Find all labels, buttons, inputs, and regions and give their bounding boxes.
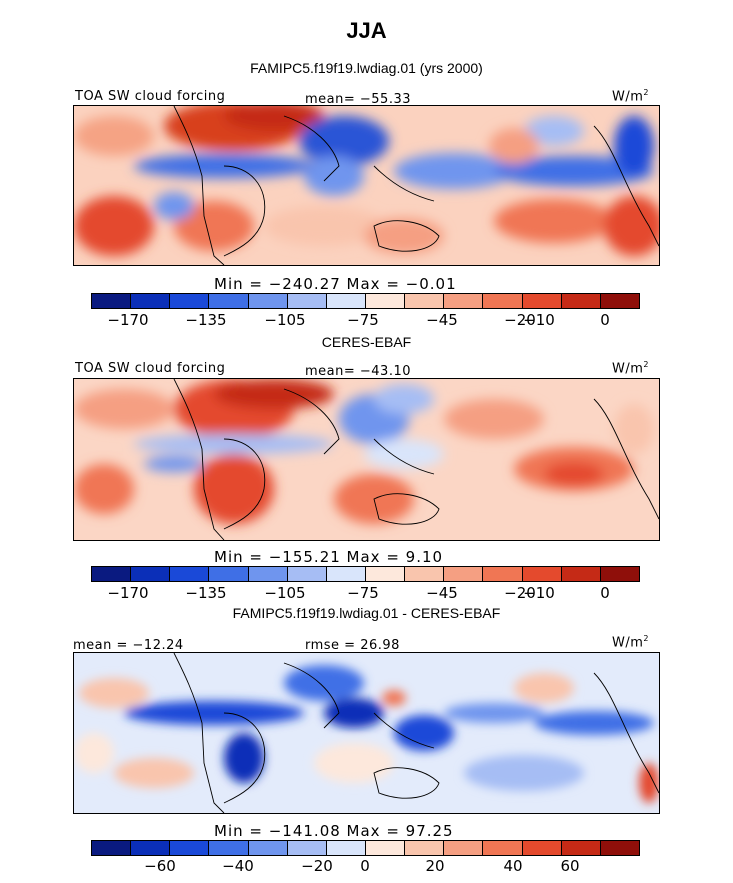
panel2-colorbar-bin <box>405 567 445 581</box>
figure-title: JJA <box>346 18 387 43</box>
panel1-colorbar-bin <box>170 294 210 308</box>
panel3-map-field <box>74 653 659 813</box>
panel2-tick: −170 <box>107 584 149 602</box>
panel2-map <box>73 378 660 541</box>
panel1-colorbar-bin <box>209 294 249 308</box>
panel3-minmax: Min = −141.08 Max = 97.25 <box>214 822 454 840</box>
panel3-colorbar-bin <box>170 841 210 855</box>
panel3-colorbar <box>91 840 640 856</box>
panel3-mean-label: mean = −12.24 <box>73 638 184 653</box>
panel2-colorbar-bin <box>444 567 484 581</box>
panel3-colorbar-bin <box>326 841 366 855</box>
panel2-colorbar-bin <box>326 567 366 581</box>
panel3-colorbar-bin <box>92 841 132 855</box>
panel2-colorbar-bin <box>92 567 132 581</box>
panel3-tick: 20 <box>425 857 445 875</box>
panel2-tick: −75 <box>347 584 379 602</box>
panel2-tick: −135 <box>185 584 227 602</box>
panel1-minmax: Min = −240.27 Max = −0.01 <box>214 275 457 293</box>
panel2-colorbar-bin <box>209 567 249 581</box>
panel1-tick: −170 <box>107 311 149 329</box>
panel1-colorbar-bin <box>522 294 562 308</box>
panel3-colorbar-bin <box>131 841 171 855</box>
panel1-colorbar-bin <box>561 294 601 308</box>
panel3-map <box>73 652 660 814</box>
panel1-tick: −45 <box>426 311 458 329</box>
panel3-colorbar-bin <box>600 841 639 855</box>
panel2-colorbar-bin <box>170 567 210 581</box>
panel2-colorbar-bin <box>483 567 523 581</box>
panel2-colorbar-bin <box>248 567 288 581</box>
panel2-dataset-label: CERES-EBAF <box>321 334 412 350</box>
panel2-tick: −45 <box>426 584 458 602</box>
panel1-tick: −135 <box>185 311 227 329</box>
panel2-colorbar-bin <box>287 567 327 581</box>
panel1-colorbar-bin <box>92 294 132 308</box>
panel2-colorbar-bin <box>600 567 639 581</box>
panel1-colorbar-bin <box>287 294 327 308</box>
panel3-tick: 60 <box>560 857 580 875</box>
panel1-colorbar-bin <box>248 294 288 308</box>
panel3-colorbar-bin <box>287 841 327 855</box>
panel2-colorbar-bin <box>522 567 562 581</box>
panel1-tick: −10 <box>523 311 555 329</box>
panel1-units: W/m2 <box>612 88 649 105</box>
panel1-colorbar-bin <box>326 294 366 308</box>
panel2-colorbar <box>91 566 640 582</box>
panel3-colorbar-bin <box>444 841 484 855</box>
panel3-tick: 0 <box>360 857 370 875</box>
panel2-colorbar-bin <box>131 567 171 581</box>
panel3-tick: −40 <box>222 857 254 875</box>
panel2-units: W/m2 <box>612 360 649 377</box>
panel1-colorbar-bin <box>405 294 445 308</box>
panel2-tick: 0 <box>600 584 610 602</box>
panel3-dataset-label: FAMIPC5.f19f19.lwdiag.01 - CERES-EBAF <box>232 605 501 621</box>
panel2-tick: −20 <box>504 584 536 602</box>
panel1-tick: −75 <box>347 311 379 329</box>
panel3-units: W/m2 <box>612 634 649 651</box>
panel2-variable-label: TOA SW cloud forcing <box>75 361 226 376</box>
panel3-colorbar-bin <box>365 841 406 855</box>
panel2-colorbar-bin <box>365 567 406 581</box>
panel1-map <box>73 105 660 266</box>
panel3-colorbar-bin <box>209 841 249 855</box>
panel3-tick: −60 <box>144 857 176 875</box>
panel1-tick: −20 <box>504 311 536 329</box>
panel3-colorbar-bin <box>522 841 562 855</box>
panel2-minmax: Min = −155.21 Max = 9.10 <box>214 548 444 566</box>
panel2-map-field <box>74 379 659 540</box>
panel3-rmse-label: rmse = 26.98 <box>305 638 400 653</box>
panel2-tick: −105 <box>264 584 306 602</box>
panel1-colorbar-bin <box>483 294 523 308</box>
panel1-mean-label: mean= −55.33 <box>305 92 412 107</box>
panel1-variable-label: TOA SW cloud forcing <box>75 89 226 104</box>
panel1-colorbar-bin <box>444 294 484 308</box>
figure-subtitle: FAMIPC5.f19f19.lwdiag.01 (yrs 2000) <box>250 60 483 76</box>
panel1-tick: −105 <box>264 311 306 329</box>
panel3-colorbar-bin <box>405 841 445 855</box>
panel2-colorbar-bin <box>561 567 601 581</box>
panel2-mean-label: mean= −43.10 <box>305 364 412 379</box>
panel3-colorbar-bin <box>248 841 288 855</box>
panel2-tick: −10 <box>523 584 555 602</box>
panel1-colorbar-bin <box>131 294 171 308</box>
panel3-colorbar-bin <box>561 841 601 855</box>
panel3-tick: −20 <box>301 857 333 875</box>
panel1-colorbar-bin <box>600 294 639 308</box>
panel3-tick: 40 <box>503 857 523 875</box>
panel1-tick: 0 <box>600 311 610 329</box>
panel1-colorbar <box>91 293 640 309</box>
panel1-colorbar-bin <box>365 294 406 308</box>
panel3-colorbar-bin <box>483 841 523 855</box>
panel1-map-field <box>74 106 659 265</box>
